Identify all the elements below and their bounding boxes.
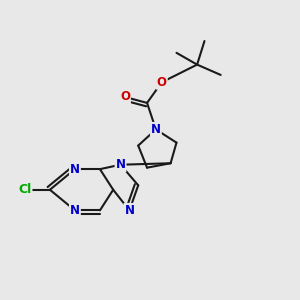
- Text: O: O: [120, 91, 130, 103]
- Text: N: N: [116, 158, 126, 171]
- Text: O: O: [157, 76, 167, 89]
- Text: N: N: [70, 163, 80, 176]
- Text: Cl: Cl: [18, 183, 32, 196]
- Text: N: N: [124, 204, 134, 217]
- Text: N: N: [70, 204, 80, 217]
- Text: N: N: [151, 123, 161, 136]
